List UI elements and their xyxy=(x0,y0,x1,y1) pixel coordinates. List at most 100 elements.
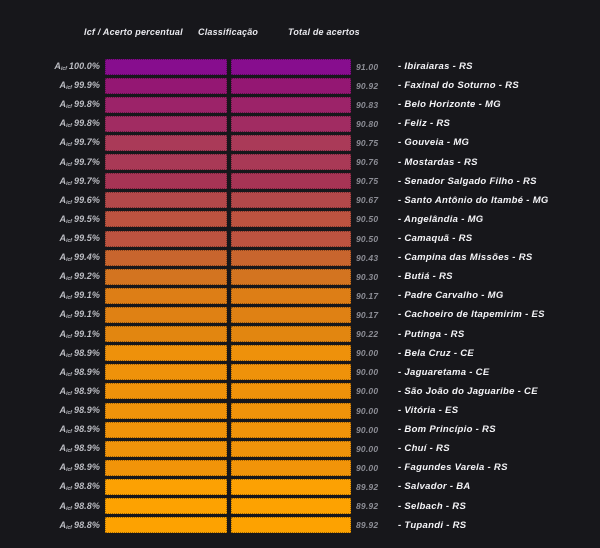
icf-prefix: A xyxy=(54,61,62,72)
city-label: - Campina das Missões - RS xyxy=(398,252,533,264)
icf-prefix: A xyxy=(59,500,67,511)
percent-value: 99.7% xyxy=(73,175,100,186)
classification-bar xyxy=(231,115,351,132)
percent-bar xyxy=(105,77,227,94)
table-row: Aicf 98.9% 90.00 - Vitória - ES xyxy=(0,401,600,420)
total-value: 90.67 xyxy=(356,195,379,206)
table-row: Aicf 98.9% 90.00 - São João do Jaguaribe … xyxy=(0,382,600,401)
percent-value: 99.2% xyxy=(73,271,100,282)
table-row: Aicf 98.8% 89.92 - Tupandi - RS xyxy=(0,516,600,535)
percent-bar xyxy=(105,192,227,209)
percent-bar xyxy=(105,173,227,190)
percent-bar xyxy=(105,402,227,419)
total-value: 90.92 xyxy=(356,80,379,91)
table-row: Aicf 99.1% 90.17 - Cachoeiro de Itapemiri… xyxy=(0,305,600,324)
row-percent-label: Aicf 99.7% xyxy=(0,157,100,168)
city-label: - Belo Horizonte - MG xyxy=(398,99,501,111)
icf-subscript: icf xyxy=(66,410,72,417)
icf-prefix: A xyxy=(59,481,67,492)
icf-prefix: A xyxy=(59,194,67,205)
city-label: - Putinga - RS xyxy=(398,328,465,340)
classification-bar xyxy=(231,58,351,75)
classification-bar xyxy=(231,134,351,151)
classification-bar xyxy=(231,383,351,400)
icf-prefix: A xyxy=(59,309,67,320)
classification-bar xyxy=(231,154,351,171)
table-row: Aicf 98.9% 90.00 - Bela Cruz - CE xyxy=(0,344,600,363)
percent-bar xyxy=(105,364,227,381)
table-row: Aicf 98.9% 90.00 - Jaguaretama - CE xyxy=(0,363,600,382)
city-label: - Chuí - RS xyxy=(398,443,450,455)
city-label: - Feliz - RS xyxy=(398,118,451,130)
icf-prefix: A xyxy=(59,118,67,129)
percent-value: 99.4% xyxy=(73,252,100,263)
total-value: 91.00 xyxy=(356,61,379,72)
icf-prefix: A xyxy=(59,443,67,454)
classification-bar xyxy=(231,230,351,247)
icf-subscript: icf xyxy=(66,429,72,436)
table-row: Aicf 98.8% 89.92 - Salvador - BA xyxy=(0,477,600,496)
icf-subscript: icf xyxy=(66,352,72,359)
percent-value: 98.9% xyxy=(73,462,100,473)
icf-subscript: icf xyxy=(66,180,72,187)
percent-bar xyxy=(105,154,227,171)
icf-subscript: icf xyxy=(66,524,72,531)
row-percent-label: Aicf 98.9% xyxy=(0,462,100,473)
city-label: - Vitória - ES xyxy=(398,405,459,417)
row-percent-label: Aicf 99.1% xyxy=(0,290,100,301)
icf-subscript: icf xyxy=(66,467,72,474)
percent-bar xyxy=(105,230,227,247)
row-percent-label: Aicf 99.6% xyxy=(0,195,100,206)
percent-value: 98.8% xyxy=(73,519,100,530)
table-row: Aicf 99.7% 90.76 - Mostardas - RS xyxy=(0,153,600,172)
percent-bar xyxy=(105,345,227,362)
row-percent-label: Aicf 98.8% xyxy=(0,481,100,492)
table-row: Aicf 99.8% 90.83 - Belo Horizonte - MG xyxy=(0,95,600,114)
city-label: - Angelândia - MG xyxy=(398,213,484,225)
icf-subscript: icf xyxy=(66,123,72,130)
total-value: 90.50 xyxy=(356,233,379,244)
table-row: Aicf 100.0% 91.00 - Ibiraiaras - RS xyxy=(0,57,600,76)
city-label: - São João do Jaguaribe - CE xyxy=(398,385,538,397)
table-row: Aicf 98.8% 89.92 - Selbach - RS xyxy=(0,497,600,516)
percent-value: 99.9% xyxy=(73,80,100,91)
icf-subscript: icf xyxy=(66,218,72,225)
table-row: Aicf 99.5% 90.50 - Angelândia - MG xyxy=(0,210,600,229)
city-label: - Salvador - BA xyxy=(398,481,471,493)
classification-bar xyxy=(231,192,351,209)
icf-subscript: icf xyxy=(66,333,72,340)
table-row: Aicf 98.9% 90.00 - Fagundes Varela - RS xyxy=(0,458,600,477)
city-label: - Bom Princípio - RS xyxy=(398,424,496,436)
row-percent-label: Aicf 99.8% xyxy=(0,118,100,129)
classification-bar xyxy=(231,478,351,495)
table-row: Aicf 99.7% 90.75 - Senador Salgado Filho … xyxy=(0,172,600,191)
city-label: - Jaguaretama - CE xyxy=(398,366,490,378)
table-row: Aicf 99.7% 90.75 - Gouveia - MG xyxy=(0,133,600,152)
icf-prefix: A xyxy=(59,175,67,186)
city-label: - Butiá - RS xyxy=(398,271,453,283)
row-percent-label: Aicf 99.9% xyxy=(0,80,100,91)
icf-subscript: icf xyxy=(66,390,72,397)
row-percent-label: Aicf 99.2% xyxy=(0,271,100,282)
percent-bar xyxy=(105,58,227,75)
city-label: - Tupandi - RS xyxy=(398,519,467,531)
percent-value: 98.9% xyxy=(73,347,100,358)
percent-bar xyxy=(105,459,227,476)
icf-subscript: icf xyxy=(66,505,72,512)
city-label: - Senador Salgado Filho - RS xyxy=(398,175,537,187)
icf-subscript: icf xyxy=(66,371,72,378)
total-value: 90.00 xyxy=(356,348,379,359)
total-value: 90.00 xyxy=(356,443,379,454)
city-label: - Ibiraiaras - RS xyxy=(398,61,473,73)
classification-bar xyxy=(231,96,351,113)
table-row: Aicf 99.1% 90.22 - Putinga - RS xyxy=(0,325,600,344)
percent-bar xyxy=(105,211,227,228)
percent-bar xyxy=(105,96,227,113)
percent-bar xyxy=(105,498,227,515)
icf-subscript: icf xyxy=(66,142,72,149)
row-percent-label: Aicf 99.8% xyxy=(0,99,100,110)
classification-bar xyxy=(231,517,351,534)
row-percent-label: Aicf 99.5% xyxy=(0,233,100,244)
row-percent-label: Aicf 100.0% xyxy=(0,61,100,72)
classification-bar xyxy=(231,249,351,266)
